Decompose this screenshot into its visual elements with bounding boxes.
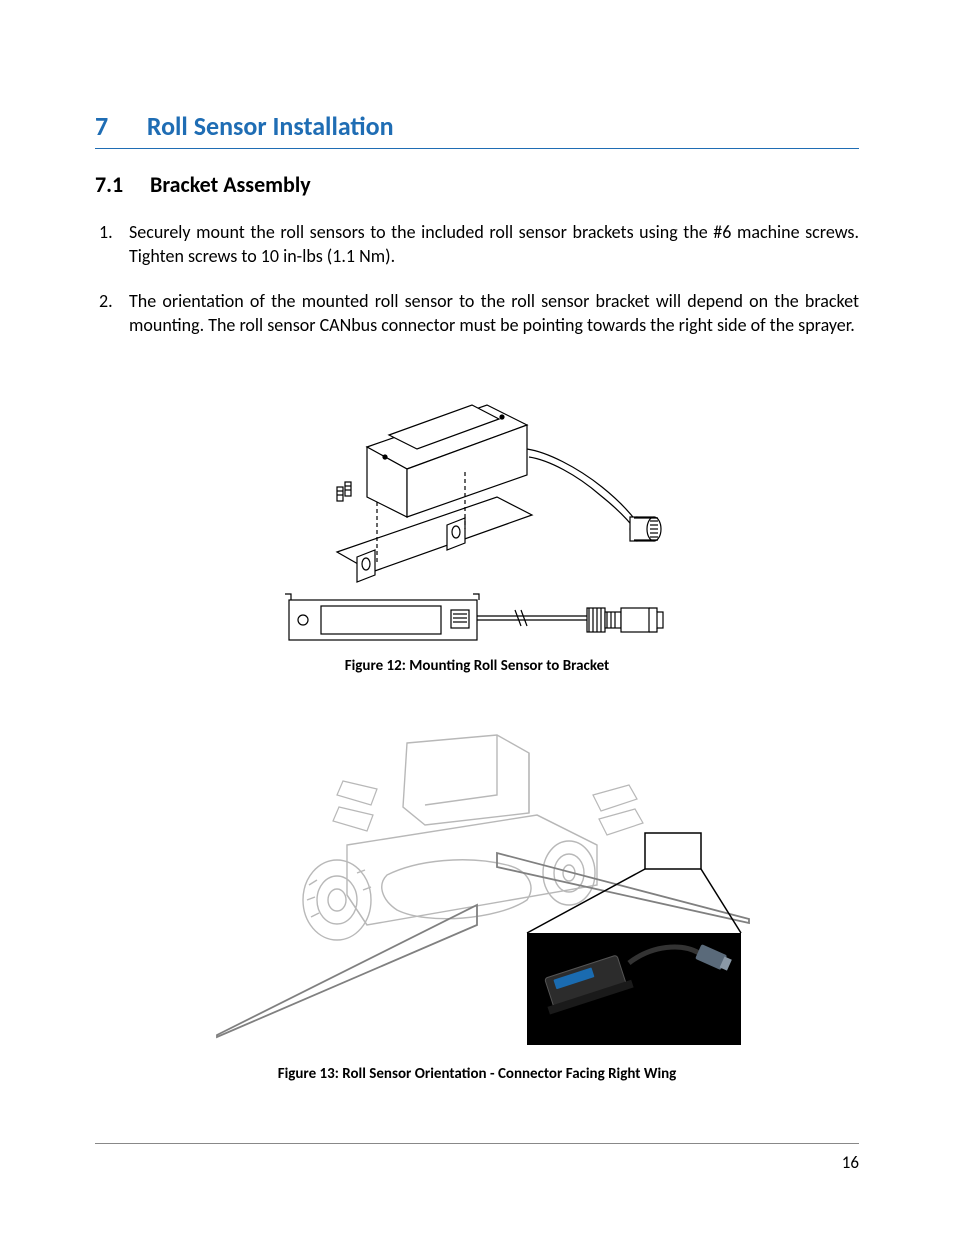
subsection-heading: 7.1 Bracket Assembly xyxy=(95,171,859,198)
subsection-title: Bracket Assembly xyxy=(150,171,311,198)
section-title: Roll Sensor Installation xyxy=(147,110,394,142)
figure-12-block: Figure 12: Mounting Roll Sensor to Brack… xyxy=(95,357,859,675)
figure-13-diagram xyxy=(197,725,757,1055)
document-page: 7 Roll Sensor Installation 7.1 Bracket A… xyxy=(0,0,954,1235)
section-number: 7 xyxy=(95,110,141,142)
figure-12-caption: Figure 12: Mounting Roll Sensor to Brack… xyxy=(95,657,859,675)
figure-13-caption: Figure 13: Roll Sensor Orientation - Con… xyxy=(95,1065,859,1083)
section-heading: 7 Roll Sensor Installation xyxy=(95,110,859,149)
instruction-list: Securely mount the roll sensors to the i… xyxy=(95,220,859,337)
subsection-number: 7.1 xyxy=(95,171,145,198)
figure-12-diagram xyxy=(277,357,677,647)
instruction-step: The orientation of the mounted roll sens… xyxy=(95,289,859,338)
page-number: 16 xyxy=(95,1143,859,1173)
figure-13-block: Figure 13: Roll Sensor Orientation - Con… xyxy=(95,725,859,1083)
instruction-step: Securely mount the roll sensors to the i… xyxy=(95,220,859,269)
